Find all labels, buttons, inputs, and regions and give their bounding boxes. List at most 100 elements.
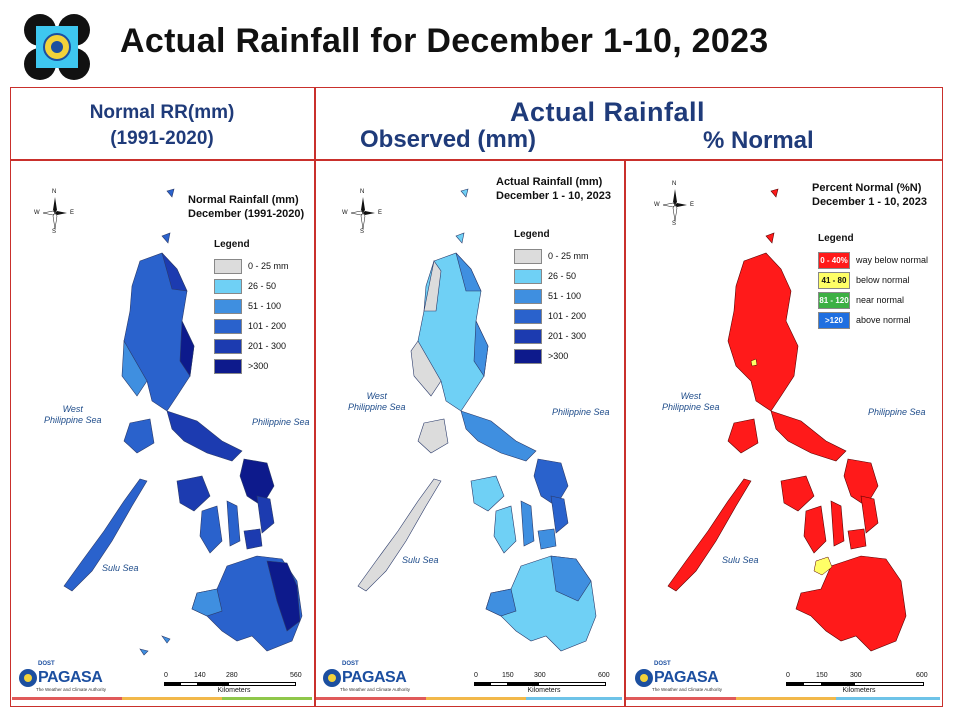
scale-bar: 0 140 280 560 Kilometers [164, 672, 302, 694]
legend-item: 101 - 200 [514, 306, 589, 326]
legend-swatch: 0 - 40% [818, 251, 850, 269]
footer-strip [122, 697, 222, 700]
percent-normal-header: % Normal [703, 127, 814, 154]
legend-item: 26 - 50 [514, 266, 589, 286]
legend-swatch: 81 - 120 [818, 291, 850, 309]
divider [10, 159, 943, 161]
sea-label-philippine: Philippine Sea [868, 407, 926, 417]
philippines-map-normal [63, 188, 303, 656]
scale-bar: 0 150 300 600 Kilometers [786, 672, 928, 694]
legend-swatch [214, 358, 242, 374]
legend-item: 201 - 300 [214, 336, 289, 356]
pagasa-emblem-icon [635, 669, 653, 687]
map-title: Normal Rainfall (mm) December (1991-2020… [188, 193, 304, 221]
compass-s: S [360, 229, 365, 235]
footer-strip [12, 697, 122, 700]
legend-item: >120 above normal [818, 310, 928, 330]
compass-icon [662, 189, 687, 222]
content-frame [10, 87, 943, 707]
compass-n: N [360, 189, 365, 195]
scale-bar: 0 150 300 600 Kilometers [474, 672, 610, 694]
legend-item: 26 - 50 [214, 276, 289, 296]
legend-title: Legend [214, 239, 250, 250]
compass-w: W [654, 202, 660, 208]
legend-swatch [514, 248, 542, 264]
legend: Legend 0 - 40% way below normal 41 - 80 be… [818, 233, 928, 330]
compass-icon [350, 197, 375, 230]
legend-swatch [514, 288, 542, 304]
philippines-map-percent-normal [667, 188, 907, 652]
normal-header-line2: (1991-2020) [110, 128, 214, 149]
footer-strip [626, 697, 736, 700]
legend-item: >300 [214, 356, 289, 376]
legend-swatch: >120 [818, 311, 850, 329]
pagasa-emblem-icon [323, 669, 341, 687]
compass-n: N [52, 189, 57, 195]
legend-item: >300 [514, 346, 589, 366]
sea-label-west: West Philippine Sea [662, 391, 720, 412]
legend-item: 201 - 300 [514, 326, 589, 346]
legend: Legend 0 - 25 mm 26 - 50 51 - 100 101 - … [214, 239, 289, 376]
sea-label-sulu: Sulu Sea [102, 563, 139, 573]
footer-strip [222, 697, 312, 700]
footer-strip [426, 697, 526, 700]
compass-rose: N S W E [34, 189, 74, 235]
map-title-line2: December 1 - 10, 2023 [496, 190, 611, 202]
compass-rose: N S W E [654, 181, 694, 227]
actual-rainfall-map-panel: N S W E Actual Rainfall (mm) December 1 … [316, 161, 623, 706]
legend-swatch [514, 308, 542, 324]
legend-swatch [514, 328, 542, 344]
observed-header: Observed (mm) [360, 126, 537, 153]
compass-w: W [342, 210, 348, 216]
legend-title: Legend [818, 233, 854, 244]
legend-swatch [214, 298, 242, 314]
pagasa-logo: DOST PAGASA The Weather and Climate Auth… [322, 661, 412, 697]
compass-e: E [690, 202, 695, 208]
sea-label-west: West Philippine Sea [44, 404, 102, 425]
percent-normal-map-panel: N S W E Percent Normal (%N) December 1 -… [626, 161, 942, 706]
legend-item: 51 - 100 [514, 286, 589, 306]
map-title-line1: Normal Rainfall (mm) [188, 194, 299, 206]
legend-item: 51 - 100 [214, 296, 289, 316]
sea-label-sulu: Sulu Sea [722, 555, 759, 565]
legend-swatch: 41 - 80 [818, 271, 850, 289]
legend: Legend 0 - 25 mm 26 - 50 51 - 100 101 - … [514, 229, 589, 366]
legend-swatch [514, 348, 542, 364]
legend-item: 0 - 40% way below normal [818, 250, 928, 270]
sea-label-sulu: Sulu Sea [402, 555, 439, 565]
compass-s: S [52, 229, 57, 235]
philippines-map-actual [357, 188, 597, 652]
pagasa-seal-logo [24, 14, 90, 80]
normal-header: Normal RR(mm) (1991-2020) [12, 100, 312, 152]
legend-title: Legend [514, 229, 550, 240]
divider [624, 160, 626, 707]
legend-swatch [214, 318, 242, 334]
legend-item: 81 - 120 near normal [818, 290, 928, 310]
legend-item: 0 - 25 mm [514, 246, 589, 266]
map-title-line2: December (1991-2020) [188, 208, 305, 220]
compass-icon [42, 197, 67, 230]
map-title-line2: December 1 - 10, 2023 [812, 196, 927, 208]
divider [314, 87, 316, 707]
normal-rainfall-map-panel: N S W E Normal Rainfall (mm) December (1… [12, 161, 313, 706]
map-title-line1: Actual Rainfall (mm) [496, 176, 603, 188]
pagasa-emblem-icon [19, 669, 37, 687]
compass-rose: N S W E [342, 189, 382, 235]
footer-strip [836, 697, 940, 700]
normal-header-line1: Normal RR(mm) [89, 102, 235, 123]
page-title: Actual Rainfall for December 1-10, 2023 [120, 22, 769, 60]
compass-w: W [34, 210, 40, 216]
sea-label-philippine: Philippine Sea [552, 407, 610, 417]
legend-swatch [214, 278, 242, 294]
compass-s: S [672, 221, 677, 227]
sea-label-west: West Philippine Sea [348, 391, 406, 412]
footer-strip [526, 697, 622, 700]
compass-e: E [70, 210, 75, 216]
map-title-line1: Percent Normal (%N) [812, 182, 922, 194]
map-title: Percent Normal (%N) December 1 - 10, 202… [812, 181, 927, 209]
legend-item: 41 - 80 below normal [818, 270, 928, 290]
pagasa-logo: DOST PAGASA The Weather and Climate Auth… [634, 661, 724, 697]
footer-strip [736, 697, 836, 700]
map-title: Actual Rainfall (mm) December 1 - 10, 20… [496, 175, 611, 203]
compass-n: N [672, 181, 677, 187]
